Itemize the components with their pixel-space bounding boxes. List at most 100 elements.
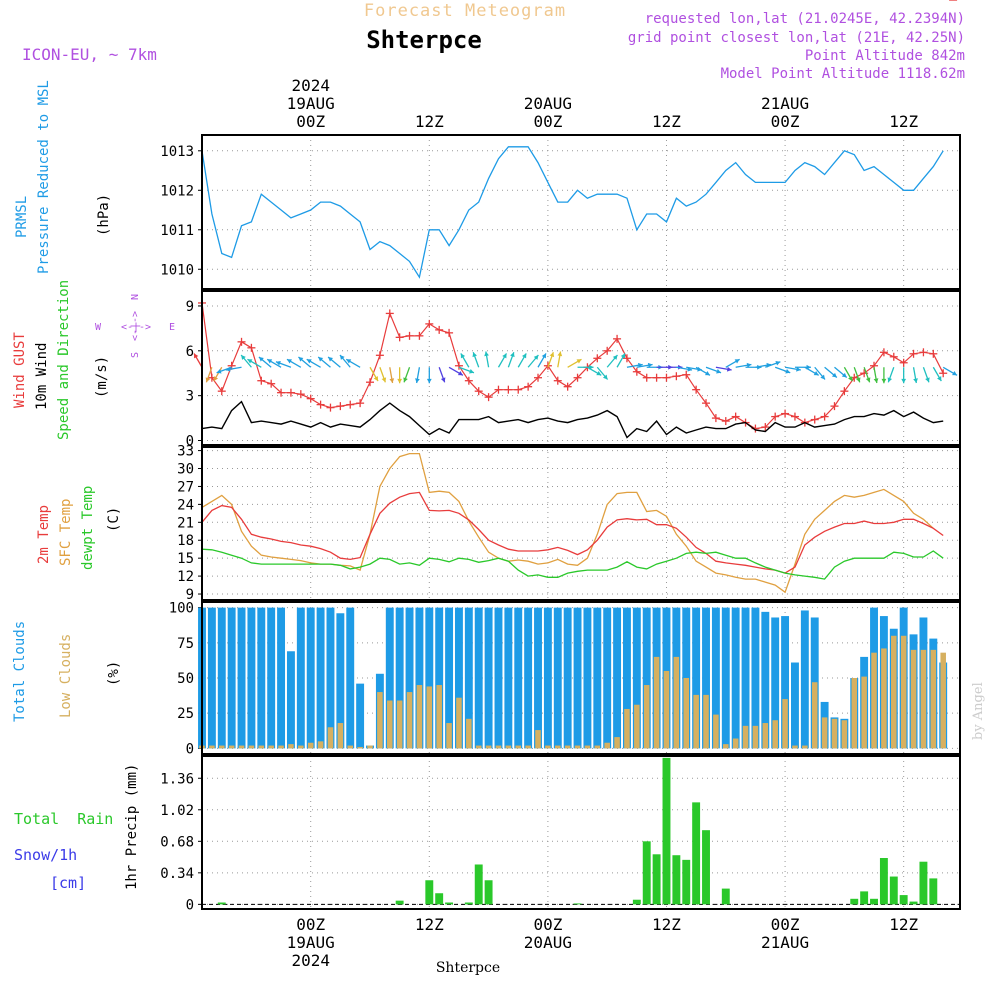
total-cloud-bar — [593, 607, 602, 749]
wind-direction-arrow — [458, 366, 475, 374]
gust-marker — [761, 423, 770, 432]
rain-bar — [702, 830, 710, 905]
compass-e: E — [169, 322, 175, 333]
y-tick-label: 75 — [177, 636, 194, 652]
rain-bar — [474, 864, 483, 905]
low-cloud-bar — [456, 697, 462, 749]
total-cloud-bar — [336, 613, 345, 749]
temp2m-label: 2m Temp — [36, 505, 52, 564]
wind-panel-labels: Wind GUST 10m Wind Speed and Direction (… — [12, 280, 175, 440]
low-cloud-bar — [337, 723, 344, 749]
gust-marker — [711, 414, 720, 423]
wind-label: 10m Wind — [34, 343, 50, 410]
grid-point-coords: grid point closest lon,lat (21E, 42.25N) — [628, 30, 965, 46]
gust-marker — [672, 372, 681, 381]
panel-precip: 0 0.34 0.68 1.02 1.36 — [160, 755, 961, 913]
wind-direction-arrow — [537, 353, 547, 368]
gust-marker — [642, 373, 651, 382]
compass-n: N — [130, 294, 141, 300]
gust-marker — [781, 409, 790, 418]
wind-direction-arrow — [547, 351, 555, 368]
gust-marker — [603, 346, 612, 355]
bottom-time-label: 21AUG — [761, 933, 809, 952]
total-cloud-bar — [326, 607, 335, 749]
low-cloud-bar — [446, 723, 452, 749]
low-cloud-bar — [792, 745, 798, 749]
y-tick-label: 9 — [186, 587, 194, 603]
y-tick-label: 50 — [177, 671, 194, 687]
gust-marker — [346, 400, 355, 409]
rain-bar — [642, 841, 651, 905]
wind-direction-arrow — [725, 358, 740, 368]
y-tick-label: 33 — [177, 444, 194, 460]
low-cloud-bar — [723, 744, 729, 749]
wind-direction-arrow — [834, 366, 848, 379]
y-tick-label: 12 — [177, 569, 194, 585]
wind-direction-arrow — [448, 366, 464, 376]
top-time-label: 2024 — [291, 76, 330, 95]
total-cloud-bar — [603, 607, 612, 749]
low-cloud-bar — [811, 682, 818, 749]
wind-direction-arrow — [814, 366, 826, 380]
rain-bar — [889, 876, 898, 905]
panel-frame — [201, 290, 961, 446]
bottom-time-label: 2024 — [291, 951, 330, 970]
wind-direction-arrow — [824, 366, 838, 379]
low-cloud-bar — [248, 745, 255, 749]
y-tick-label: 21 — [177, 515, 194, 531]
low-cloud-bar — [317, 741, 324, 749]
rain-bar — [860, 891, 869, 905]
rain-bar — [919, 861, 928, 905]
total-cloud-bar — [237, 607, 246, 749]
total-cloud-bar — [267, 607, 276, 749]
total-cloud-bar — [692, 607, 701, 749]
rain-bar — [692, 802, 701, 905]
gust-marker — [356, 399, 365, 408]
rain-bar — [682, 859, 691, 905]
panel-wind: 0 3 6 9 — [186, 0, 961, 450]
sfc-temp-line — [201, 452, 934, 594]
rain-bar — [632, 899, 641, 905]
low-cloud-bar — [228, 745, 235, 749]
rain-bar — [652, 854, 661, 905]
low-cloud-bar — [881, 648, 887, 749]
wind-direction-arrow — [606, 354, 618, 368]
total-cloud-bar — [435, 607, 444, 749]
top-time-label: 12Z — [652, 112, 681, 131]
gust-marker — [336, 402, 345, 411]
wind-direction-arrow — [765, 361, 781, 368]
rain-bar — [672, 855, 681, 905]
credit-watermark: by Angel — [971, 682, 986, 740]
gust-marker — [553, 376, 562, 385]
panel-frame — [201, 601, 961, 755]
pressure-label-2: Pressure Reduced to MSL — [36, 80, 52, 274]
low-cloud-bar — [851, 678, 858, 749]
wind-speed-line — [201, 400, 944, 439]
low-cloud-bar — [268, 745, 274, 749]
low-cloud-bar — [821, 717, 828, 749]
low-cloud-bar — [653, 656, 660, 749]
wind-direction-arrow — [567, 358, 582, 368]
total-cloud-bar — [751, 607, 760, 749]
gust-marker — [524, 382, 533, 391]
total-cloud-bar — [207, 607, 216, 749]
model-altitude: Model Point Altitude 1118.62m — [721, 66, 965, 82]
wind-direction-arrow — [403, 367, 411, 383]
temp-panel-labels: 2m Temp SFC Temp dewpt Temp (C) — [36, 486, 122, 570]
total-cloud-bar — [257, 607, 266, 749]
low-cloud-bar — [475, 745, 482, 749]
total-cloud-bar — [277, 607, 286, 749]
low-cloud-bar — [535, 730, 541, 749]
direction-label: Speed and Direction — [56, 280, 72, 440]
low-cloud-bar — [278, 745, 284, 749]
gust-marker — [721, 417, 730, 426]
low-cloud-bar — [891, 635, 897, 749]
y-tick-label: 0 — [186, 741, 194, 757]
total-cloud-bar — [474, 607, 483, 749]
gust-marker — [445, 328, 454, 337]
bottom-time-label: 20AUG — [524, 933, 572, 952]
low-cloud-bar — [910, 649, 917, 749]
wind-direction-arrow — [922, 367, 930, 383]
